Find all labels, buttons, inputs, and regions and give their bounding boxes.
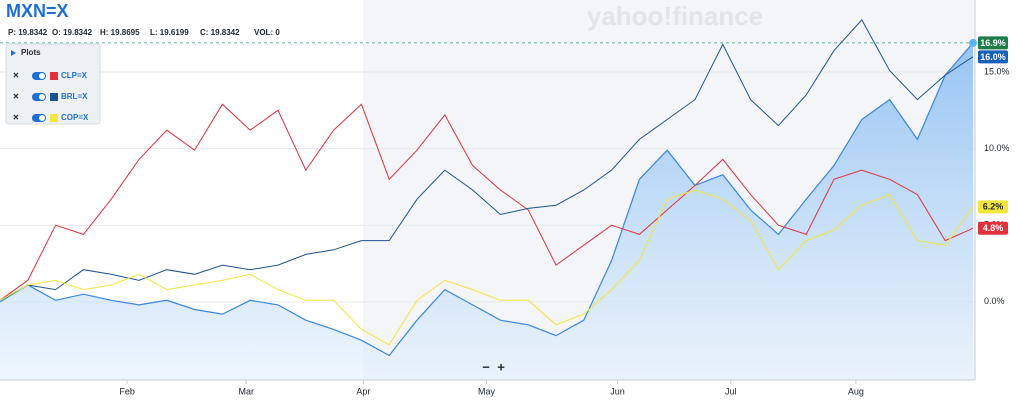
toggle-knob	[39, 73, 45, 79]
quote-field: P: 19.8342	[8, 28, 48, 37]
series-line	[0, 103, 974, 301]
plots-panel: Plots × CLP=X × BRL=X × COP=X	[5, 43, 101, 125]
swatch	[50, 72, 58, 80]
x-tick-label: Apr	[356, 386, 370, 396]
toggle-knob	[39, 94, 45, 100]
end-label-text: 16.9%	[980, 38, 1006, 48]
end-label-text: 16.0%	[980, 52, 1006, 62]
y-tick-label: 10.0%	[984, 143, 1010, 153]
x-tick-label: May	[478, 386, 496, 396]
remove-icon[interactable]: ×	[13, 113, 19, 124]
end-label-bg	[978, 50, 1008, 64]
end-label-bg	[978, 221, 1008, 235]
remove-icon[interactable]: ×	[13, 92, 19, 103]
legend-label[interactable]: BRL=X	[61, 92, 88, 101]
plots-label[interactable]: Plots	[21, 48, 41, 57]
series-line	[0, 189, 974, 346]
watermark: yahoo!finance	[587, 1, 763, 31]
symbol-title: MXN=X	[6, 1, 69, 21]
x-tick-label: Aug	[848, 386, 864, 396]
y-tick-label: 0.0%	[984, 296, 1005, 306]
remove-icon[interactable]: ×	[13, 71, 19, 82]
end-label: 16.9%	[978, 36, 1008, 50]
swatch	[50, 93, 58, 101]
toggle-knob	[39, 115, 45, 121]
last-point	[969, 38, 978, 47]
end-label-bg	[978, 36, 1008, 50]
zoom-controls: − +	[482, 359, 505, 374]
quote-field: H: 19.8695	[100, 28, 140, 37]
end-label-text: 6.2%	[983, 202, 1004, 212]
end-label: 4.8%	[978, 221, 1008, 235]
series-line	[0, 19, 974, 301]
end-label: 6.2%	[978, 200, 1008, 214]
caret[interactable]	[11, 50, 16, 56]
x-tick-label: Feb	[119, 386, 135, 396]
x-tick-label: Jul	[725, 386, 737, 396]
panel-bg	[5, 43, 101, 125]
swatch	[50, 114, 58, 122]
quote-field: L: 19.6199	[150, 28, 189, 37]
series-line	[0, 42, 974, 357]
zoom-in[interactable]: +	[497, 359, 505, 374]
end-label: 16.0%	[978, 50, 1008, 64]
quote-field: VOL: 0	[254, 28, 280, 37]
series-area	[0, 42, 973, 381]
end-label-bg	[978, 200, 1008, 214]
x-tick-label: Jun	[610, 386, 625, 396]
y-tick-label: 15.0%	[984, 66, 1010, 76]
x-tick-label: Mar	[238, 386, 254, 396]
zoom-out[interactable]: −	[482, 359, 490, 374]
quote-field: O: 19.8342	[52, 28, 93, 37]
legend-label[interactable]: COP=X	[61, 113, 89, 122]
quote-field: C: 19.8342	[200, 28, 240, 37]
end-label-text: 4.8%	[983, 223, 1004, 233]
legend-label[interactable]: CLP=X	[61, 71, 88, 80]
